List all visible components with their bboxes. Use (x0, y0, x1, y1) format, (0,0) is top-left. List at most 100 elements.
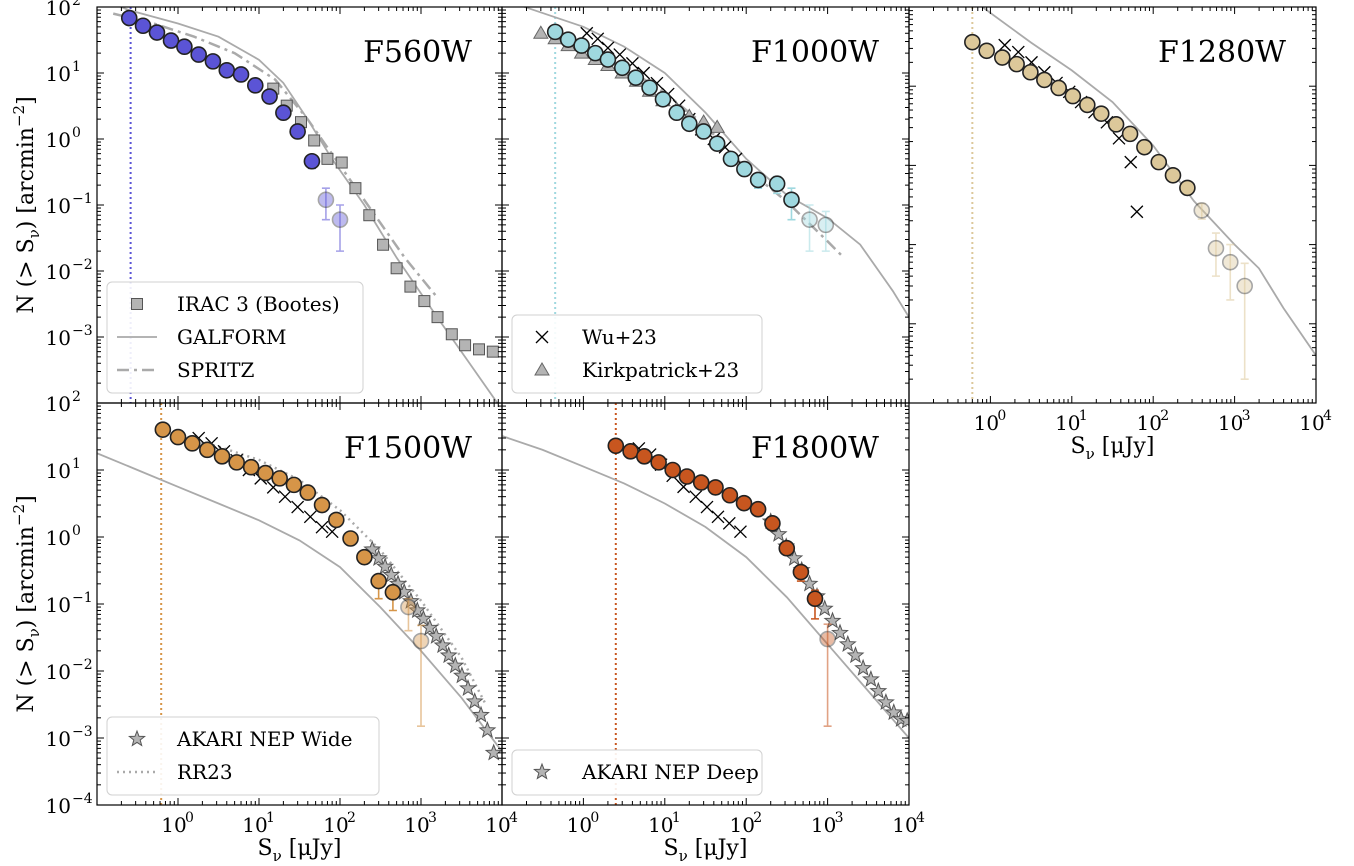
x-axis-label: Sν [μJy] (258, 836, 342, 865)
x-tick-exponent: 4 (509, 810, 518, 826)
data-point (1130, 205, 1144, 219)
x-tick-exponent: 4 (916, 810, 925, 826)
data-point (681, 115, 698, 133)
legend-symbol (534, 362, 550, 376)
x-tick-exponent: 2 (753, 810, 762, 826)
data-point (664, 461, 681, 479)
data-point (382, 565, 401, 583)
galform-curve (502, 435, 909, 739)
data-point (1221, 253, 1239, 271)
data-point (335, 156, 348, 169)
data-point (978, 42, 995, 60)
data-point (370, 572, 387, 590)
legend: IRAC 3 (Bootes) GALFORM SPRITZ (106, 281, 364, 394)
y-tick-exponent: −1 (72, 590, 93, 606)
error-bar (1240, 262, 1249, 380)
y-tick-label: 10 (46, 794, 71, 818)
data-point (459, 678, 477, 697)
legend-box (511, 749, 763, 796)
y-tick-exponent: −3 (72, 724, 93, 740)
data-point (532, 25, 549, 39)
legend-symbol (535, 330, 549, 344)
data-point (331, 211, 349, 228)
rr23-curve (177, 435, 487, 706)
data-point (228, 454, 245, 471)
x-tick-label: 10 (811, 813, 836, 837)
data-point (433, 636, 452, 654)
error-bar (321, 187, 330, 221)
x-tick-exponent: 0 (185, 810, 194, 826)
x-tick-label: 10 (974, 411, 999, 435)
y-tick-exponent: 1 (72, 456, 81, 472)
x-axis-label: Sν [μJy] (1071, 434, 1155, 463)
data-point (806, 590, 824, 607)
data-point (599, 51, 617, 68)
data-point (792, 563, 810, 581)
error-bar (1197, 202, 1206, 220)
data-point (327, 511, 345, 529)
x-tick-exponent: 4 (1323, 408, 1332, 424)
data-point (154, 421, 172, 438)
y-tick-exponent: 0 (72, 125, 81, 141)
data-point (278, 490, 292, 504)
data-point (291, 500, 305, 514)
legend-label: RR23 (177, 760, 233, 784)
data-point (708, 135, 726, 152)
x-tick-label: 10 (161, 813, 186, 837)
y-tick-label: 10 (46, 593, 71, 617)
data-point (749, 171, 767, 189)
data-point (134, 17, 152, 35)
y-tick-label: 10 (46, 459, 71, 483)
data-point (190, 46, 207, 63)
y-tick-label: 10 (46, 326, 71, 350)
data-point (622, 443, 639, 460)
data-point (232, 66, 250, 83)
y-tick-exponent: −4 (72, 791, 93, 807)
data-point (993, 49, 1011, 66)
data-point (700, 500, 714, 514)
data-point (261, 88, 278, 105)
data-point (299, 484, 317, 501)
y-tick-exponent: 2 (72, 0, 81, 9)
data-point (390, 262, 403, 275)
data-point (580, 26, 594, 40)
y-tick-label: 10 (46, 0, 71, 20)
error-bar (805, 204, 814, 252)
data-point (1150, 153, 1168, 171)
data-point (148, 24, 166, 41)
data-point (198, 441, 216, 459)
x-tick-label: 10 (242, 813, 267, 837)
data-point (898, 711, 909, 729)
data-point (707, 479, 724, 496)
legend: AKARI NEP Deep (511, 749, 763, 796)
data-point (246, 77, 264, 94)
data-point (764, 515, 781, 532)
data-point (695, 123, 712, 140)
y-tick-exponent: −2 (72, 257, 93, 273)
data-point (321, 152, 334, 165)
data-point (831, 623, 849, 641)
data-point (778, 539, 796, 557)
data-point (459, 339, 472, 352)
data-point (1092, 105, 1110, 122)
data-point (1107, 116, 1125, 133)
data-point (1036, 71, 1053, 89)
data-point (308, 134, 321, 147)
data-point (692, 474, 710, 491)
legend-label: Kirkpatrick+23 (582, 358, 739, 382)
data-point (1121, 125, 1139, 143)
series-F1000W-counts (546, 23, 835, 252)
x-tick-label: 10 (404, 813, 429, 837)
data-point (884, 703, 903, 721)
data-point (546, 23, 564, 41)
data-point (1136, 138, 1153, 156)
data-point (1193, 202, 1211, 219)
x-tick-exponent: 1 (1079, 408, 1088, 424)
data-point (768, 175, 786, 193)
y-tick-label: 10 (46, 128, 71, 152)
legend-label: IRAC 3 (Bootes) (177, 292, 340, 316)
data-point (654, 90, 672, 108)
x-tick-exponent: 1 (266, 810, 275, 826)
